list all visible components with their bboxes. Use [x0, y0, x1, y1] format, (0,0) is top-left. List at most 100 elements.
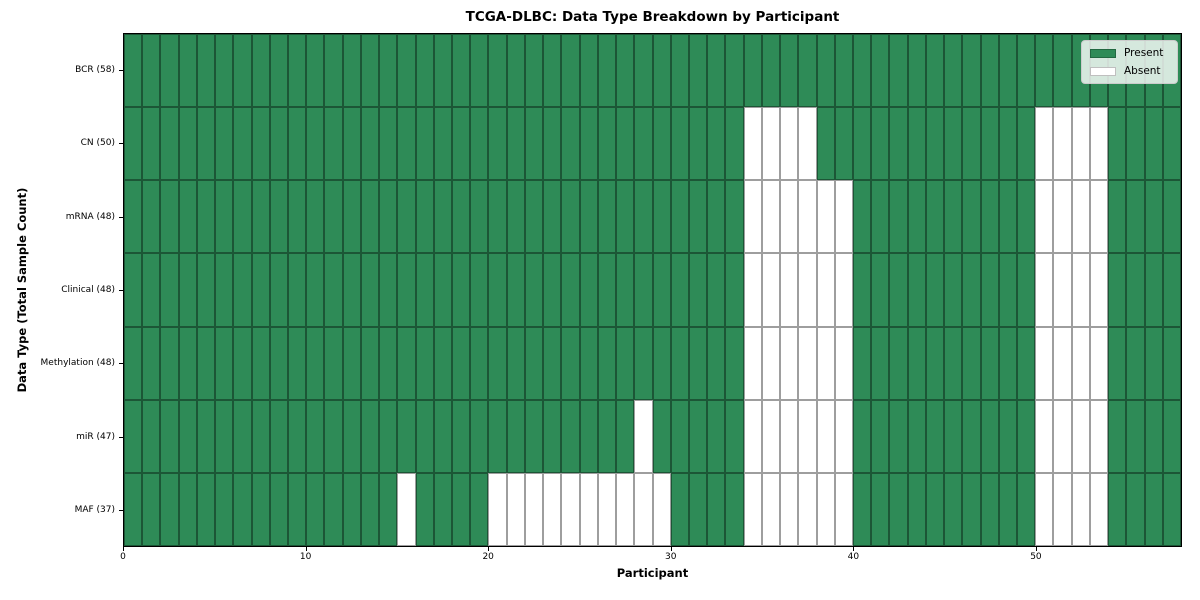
heatmap-cell: [1126, 472, 1145, 546]
heatmap-cell: [215, 34, 234, 108]
heatmap-cell: [251, 34, 270, 108]
heatmap-cell: [688, 472, 708, 546]
heatmap-cell: [379, 326, 398, 400]
heatmap-cell: [852, 472, 872, 546]
heatmap-cell: [780, 399, 799, 473]
heatmap-cell: [1144, 180, 1163, 254]
heatmap-cell: [360, 253, 380, 327]
heatmap-cell: [1035, 253, 1054, 327]
heatmap-cell: [780, 34, 799, 108]
heatmap-cell: [543, 472, 562, 546]
y-tick-mark: [119, 290, 123, 291]
heatmap-cell: [251, 253, 270, 327]
x-tick-mark: [670, 547, 672, 551]
heatmap-cell: [233, 107, 252, 181]
heatmap-cell: [670, 180, 689, 254]
heatmap-cell: [725, 253, 744, 327]
heatmap-cell: [652, 180, 671, 254]
heatmap-cell: [925, 180, 945, 254]
heatmap-cell: [1053, 253, 1072, 327]
heatmap-cell: [834, 180, 853, 254]
heatmap-cell: [506, 472, 525, 546]
heatmap-cell: [1162, 180, 1181, 254]
heatmap-cell: [871, 107, 890, 181]
heatmap-cell: [251, 472, 270, 546]
heatmap-cell: [324, 399, 343, 473]
heatmap-cell: [634, 399, 653, 473]
heatmap-cell: [688, 326, 708, 400]
heatmap-cell: [780, 472, 799, 546]
heatmap-cell: [1144, 253, 1163, 327]
heatmap-cell: [980, 253, 999, 327]
heatmap-cell: [816, 326, 835, 400]
heatmap-cell: [124, 253, 143, 327]
heatmap-cell: [616, 180, 635, 254]
heatmap-cell: [871, 399, 890, 473]
heatmap-cell: [962, 399, 981, 473]
heatmap-cell: [907, 253, 926, 327]
legend: Present Absent: [1081, 40, 1178, 84]
heatmap-cell: [1016, 253, 1036, 327]
heatmap-cell: [288, 180, 307, 254]
heatmap-cell: [1053, 107, 1072, 181]
heatmap-cell: [233, 34, 252, 108]
heatmap-cell: [160, 180, 179, 254]
heatmap-cell: [215, 253, 234, 327]
heatmap-cell: [178, 107, 197, 181]
heatmap-cell: [798, 472, 817, 546]
heatmap-cell: [1016, 34, 1036, 108]
heatmap-cell: [907, 326, 926, 400]
heatmap-cell: [707, 399, 726, 473]
heatmap-cell: [342, 107, 361, 181]
heatmap-cell: [962, 34, 981, 108]
heatmap-cell: [725, 399, 744, 473]
heatmap-cell: [579, 253, 598, 327]
heatmap-cell: [834, 34, 853, 108]
heatmap-cell: [998, 253, 1017, 327]
heatmap-cell: [360, 472, 380, 546]
heatmap-cell: [324, 472, 343, 546]
heatmap-cell: [1035, 326, 1054, 400]
heatmap-cell: [871, 180, 890, 254]
heatmap-cell: [743, 107, 762, 181]
heatmap-cell: [215, 107, 234, 181]
heatmap-cell: [925, 107, 945, 181]
heatmap-cell: [780, 107, 799, 181]
heatmap-cell: [470, 107, 489, 181]
heatmap-cell: [652, 34, 671, 108]
heatmap-cell: [524, 399, 544, 473]
heatmap-cell: [1144, 399, 1163, 473]
heatmap-cell: [944, 253, 963, 327]
heatmap-cell: [142, 34, 161, 108]
heatmap-cell: [652, 107, 671, 181]
heatmap-cell: [506, 326, 525, 400]
heatmap-cell: [306, 472, 325, 546]
heatmap-cell: [269, 180, 289, 254]
heatmap-cell: [816, 472, 835, 546]
heatmap-cell: [1108, 107, 1127, 181]
heatmap-cell: [889, 107, 908, 181]
heatmap-cell: [743, 399, 762, 473]
heatmap-cell: [561, 180, 580, 254]
heatmap-cell: [543, 253, 562, 327]
heatmap-cell: [160, 34, 179, 108]
heatmap-cell: [998, 180, 1017, 254]
heatmap-cell: [342, 34, 361, 108]
heatmap-cell: [634, 472, 653, 546]
heatmap-cell: [579, 180, 598, 254]
heatmap-cell: [743, 472, 762, 546]
heatmap-cell: [1053, 34, 1072, 108]
heatmap-cell: [597, 34, 617, 108]
heatmap-cell: [233, 326, 252, 400]
heatmap-cell: [124, 180, 143, 254]
heatmap-cell: [1162, 107, 1181, 181]
y-tick-mark: [119, 510, 123, 512]
heatmap-cell: [1035, 399, 1054, 473]
heatmap-cell: [1035, 107, 1054, 181]
legend-swatch-present: [1090, 48, 1116, 58]
heatmap-cell: [634, 253, 653, 327]
heatmap-cell: [1071, 326, 1090, 400]
heatmap-cell: [306, 399, 325, 473]
heatmap-cell: [652, 253, 671, 327]
